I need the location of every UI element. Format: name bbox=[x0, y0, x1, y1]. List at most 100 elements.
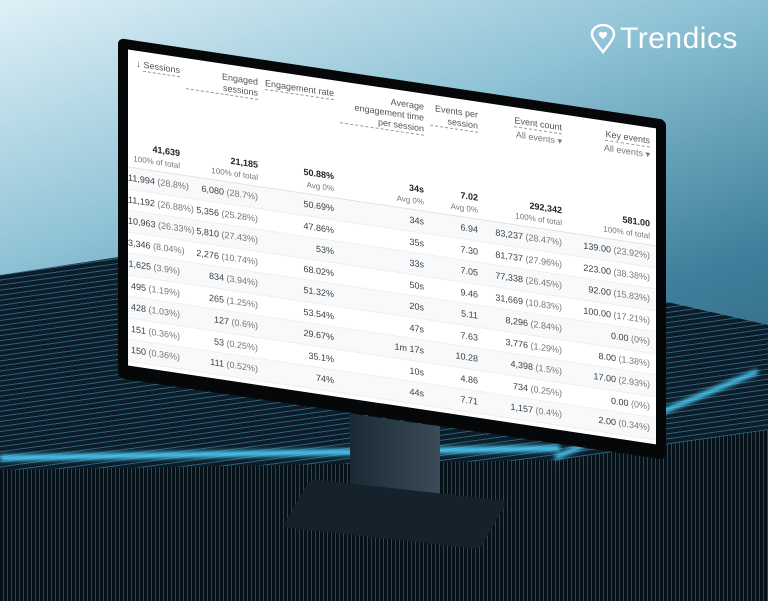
cell-percent: (0.25%) bbox=[226, 337, 258, 353]
cell-percent: (27.43%) bbox=[221, 229, 258, 246]
column-header[interactable]: Event count All events ▾ 292,342 100% of to… bbox=[484, 111, 568, 233]
cell-value: 81,737 bbox=[495, 249, 523, 264]
cell-percent: (1.38%) bbox=[618, 353, 650, 369]
cell-value: 51.32% bbox=[303, 284, 334, 300]
column-header[interactable]: Events per session 7.02 Avg 0% bbox=[430, 102, 484, 220]
cell-percent: (28.8%) bbox=[157, 177, 189, 192]
location-heart-icon bbox=[590, 24, 616, 54]
cell-value: 1,625 bbox=[128, 258, 151, 273]
cell-value: 53% bbox=[315, 243, 334, 257]
column-total: 21,185 bbox=[230, 155, 258, 170]
cell-value: 5,356 bbox=[196, 204, 219, 218]
table-cell: 7.63 bbox=[430, 325, 484, 343]
column-header[interactable]: Engagement rate 50.88% Avg 0% bbox=[264, 77, 340, 198]
cell-value: 7.63 bbox=[460, 329, 478, 343]
column-total: 41,639 bbox=[152, 144, 180, 159]
column-label: Engaged sessions bbox=[186, 66, 258, 100]
table-cell: 5.11 bbox=[430, 304, 484, 322]
table-cell: 7.05 bbox=[430, 261, 484, 279]
cell-percent: (0%) bbox=[630, 333, 650, 347]
cell-value: 4.86 bbox=[460, 372, 478, 386]
cell-value: 6.94 bbox=[460, 222, 478, 236]
cell-value: 150 bbox=[130, 345, 146, 358]
dropdown-caret-icon: ▾ bbox=[645, 148, 650, 160]
column-header[interactable]: Average engagement time per session 34s Av… bbox=[340, 89, 430, 211]
brand-logo: Trendics bbox=[590, 22, 738, 56]
cell-value: 10s bbox=[409, 365, 424, 378]
cell-value: 29.67% bbox=[303, 327, 334, 343]
cell-percent: (27.96%) bbox=[525, 253, 562, 270]
cell-value: 50.69% bbox=[303, 198, 334, 214]
cell-percent: (3.9%) bbox=[153, 262, 180, 277]
cell-value: 47s bbox=[409, 322, 424, 335]
table-cell: 7.71 bbox=[430, 390, 484, 408]
cell-percent: (0.4%) bbox=[535, 405, 562, 420]
cell-value: 44s bbox=[409, 386, 424, 399]
cell-percent: (2.93%) bbox=[618, 375, 650, 390]
table-cell: 495 (1.19%) bbox=[128, 280, 186, 299]
cell-value: 68.02% bbox=[303, 263, 334, 279]
cell-value: 265 bbox=[208, 292, 224, 305]
cell-value: 53 bbox=[213, 336, 224, 348]
cell-percent: (0.36%) bbox=[148, 326, 180, 342]
cell-value: 0.00 bbox=[610, 395, 629, 409]
column-label: Engagement rate bbox=[264, 77, 334, 101]
table-cell: 150 (0.36%) bbox=[128, 345, 186, 364]
column-total-note: Avg 0% bbox=[306, 180, 334, 194]
table-cell: 7.30 bbox=[430, 239, 484, 257]
cell-percent: (15.83%) bbox=[613, 288, 650, 304]
cell-value: 3,776 bbox=[505, 336, 528, 351]
cell-value: 34s bbox=[409, 214, 424, 227]
cell-percent: (26.45%) bbox=[525, 275, 562, 291]
table-cell: 3,346 (8.04%) bbox=[128, 237, 186, 256]
cell-percent: (0%) bbox=[630, 398, 650, 412]
cell-percent: (0.52%) bbox=[226, 359, 258, 375]
column-total: 581.00 bbox=[622, 214, 650, 229]
cell-value: 17.00 bbox=[593, 371, 616, 385]
cell-value: 100.00 bbox=[583, 305, 611, 320]
table-cell: 11,192 (26.88%) bbox=[128, 194, 194, 214]
cell-value: 834 bbox=[208, 270, 224, 284]
table-cell: 9.46 bbox=[430, 282, 484, 300]
cell-value: 9.46 bbox=[460, 286, 478, 300]
column-header[interactable]: Key events All events ▾ 581.00 100% of tota… bbox=[568, 123, 656, 245]
cell-value: 2.00 bbox=[598, 415, 616, 428]
column-total-note: Avg 0% bbox=[450, 201, 478, 215]
cell-percent: (38.38%) bbox=[613, 266, 650, 283]
cell-value: 7.05 bbox=[460, 265, 478, 279]
cell-value: 734 bbox=[512, 380, 528, 394]
cell-percent: (1.03%) bbox=[148, 304, 180, 320]
cell-value: 35s bbox=[409, 236, 424, 249]
cell-value: 10,963 bbox=[128, 215, 156, 230]
brand-name: Trendics bbox=[620, 22, 738, 55]
cell-value: 31,669 bbox=[495, 292, 523, 307]
cell-value: 5,810 bbox=[196, 225, 219, 240]
cell-value: 8.00 bbox=[598, 350, 616, 364]
cell-value: 83,237 bbox=[495, 227, 523, 242]
cell-value: 6,080 bbox=[201, 183, 224, 198]
cell-value: 11,192 bbox=[128, 194, 155, 209]
cell-percent: (0.34%) bbox=[618, 418, 650, 433]
cell-value: 77,338 bbox=[495, 270, 523, 285]
column-label: Average engagement time per session bbox=[340, 89, 424, 136]
sort-down-arrow-icon[interactable]: ↓ bbox=[135, 58, 141, 70]
table-cell: 11,994 (28.8%) bbox=[128, 173, 189, 192]
cell-value: 151 bbox=[130, 323, 146, 336]
column-total: 50.88% bbox=[303, 166, 334, 182]
column-header[interactable]: ↓ Sessions 41,639 100% of total bbox=[128, 57, 186, 175]
cell-value: 127 bbox=[213, 314, 229, 327]
cell-value: 223.00 bbox=[583, 262, 611, 277]
column-label: Sessions bbox=[143, 59, 180, 78]
cell-value: 92.00 bbox=[588, 284, 611, 298]
table-cell: 1,625 (3.9%) bbox=[128, 259, 186, 278]
column-total-note: Avg 0% bbox=[396, 193, 424, 207]
table-cell: 10,963 (26.33%) bbox=[128, 215, 195, 236]
column-header[interactable]: Engaged sessions 21,185 100% of total bbox=[186, 66, 264, 187]
cell-value: 7.30 bbox=[460, 243, 478, 257]
cell-percent: (17.21%) bbox=[613, 309, 650, 326]
cell-value: 1,157 bbox=[510, 401, 533, 416]
cell-percent: (1.25%) bbox=[226, 294, 258, 310]
cell-value: 4,398 bbox=[510, 358, 533, 373]
cell-percent: (23.92%) bbox=[613, 245, 650, 261]
cell-value: 53.54% bbox=[303, 306, 334, 322]
